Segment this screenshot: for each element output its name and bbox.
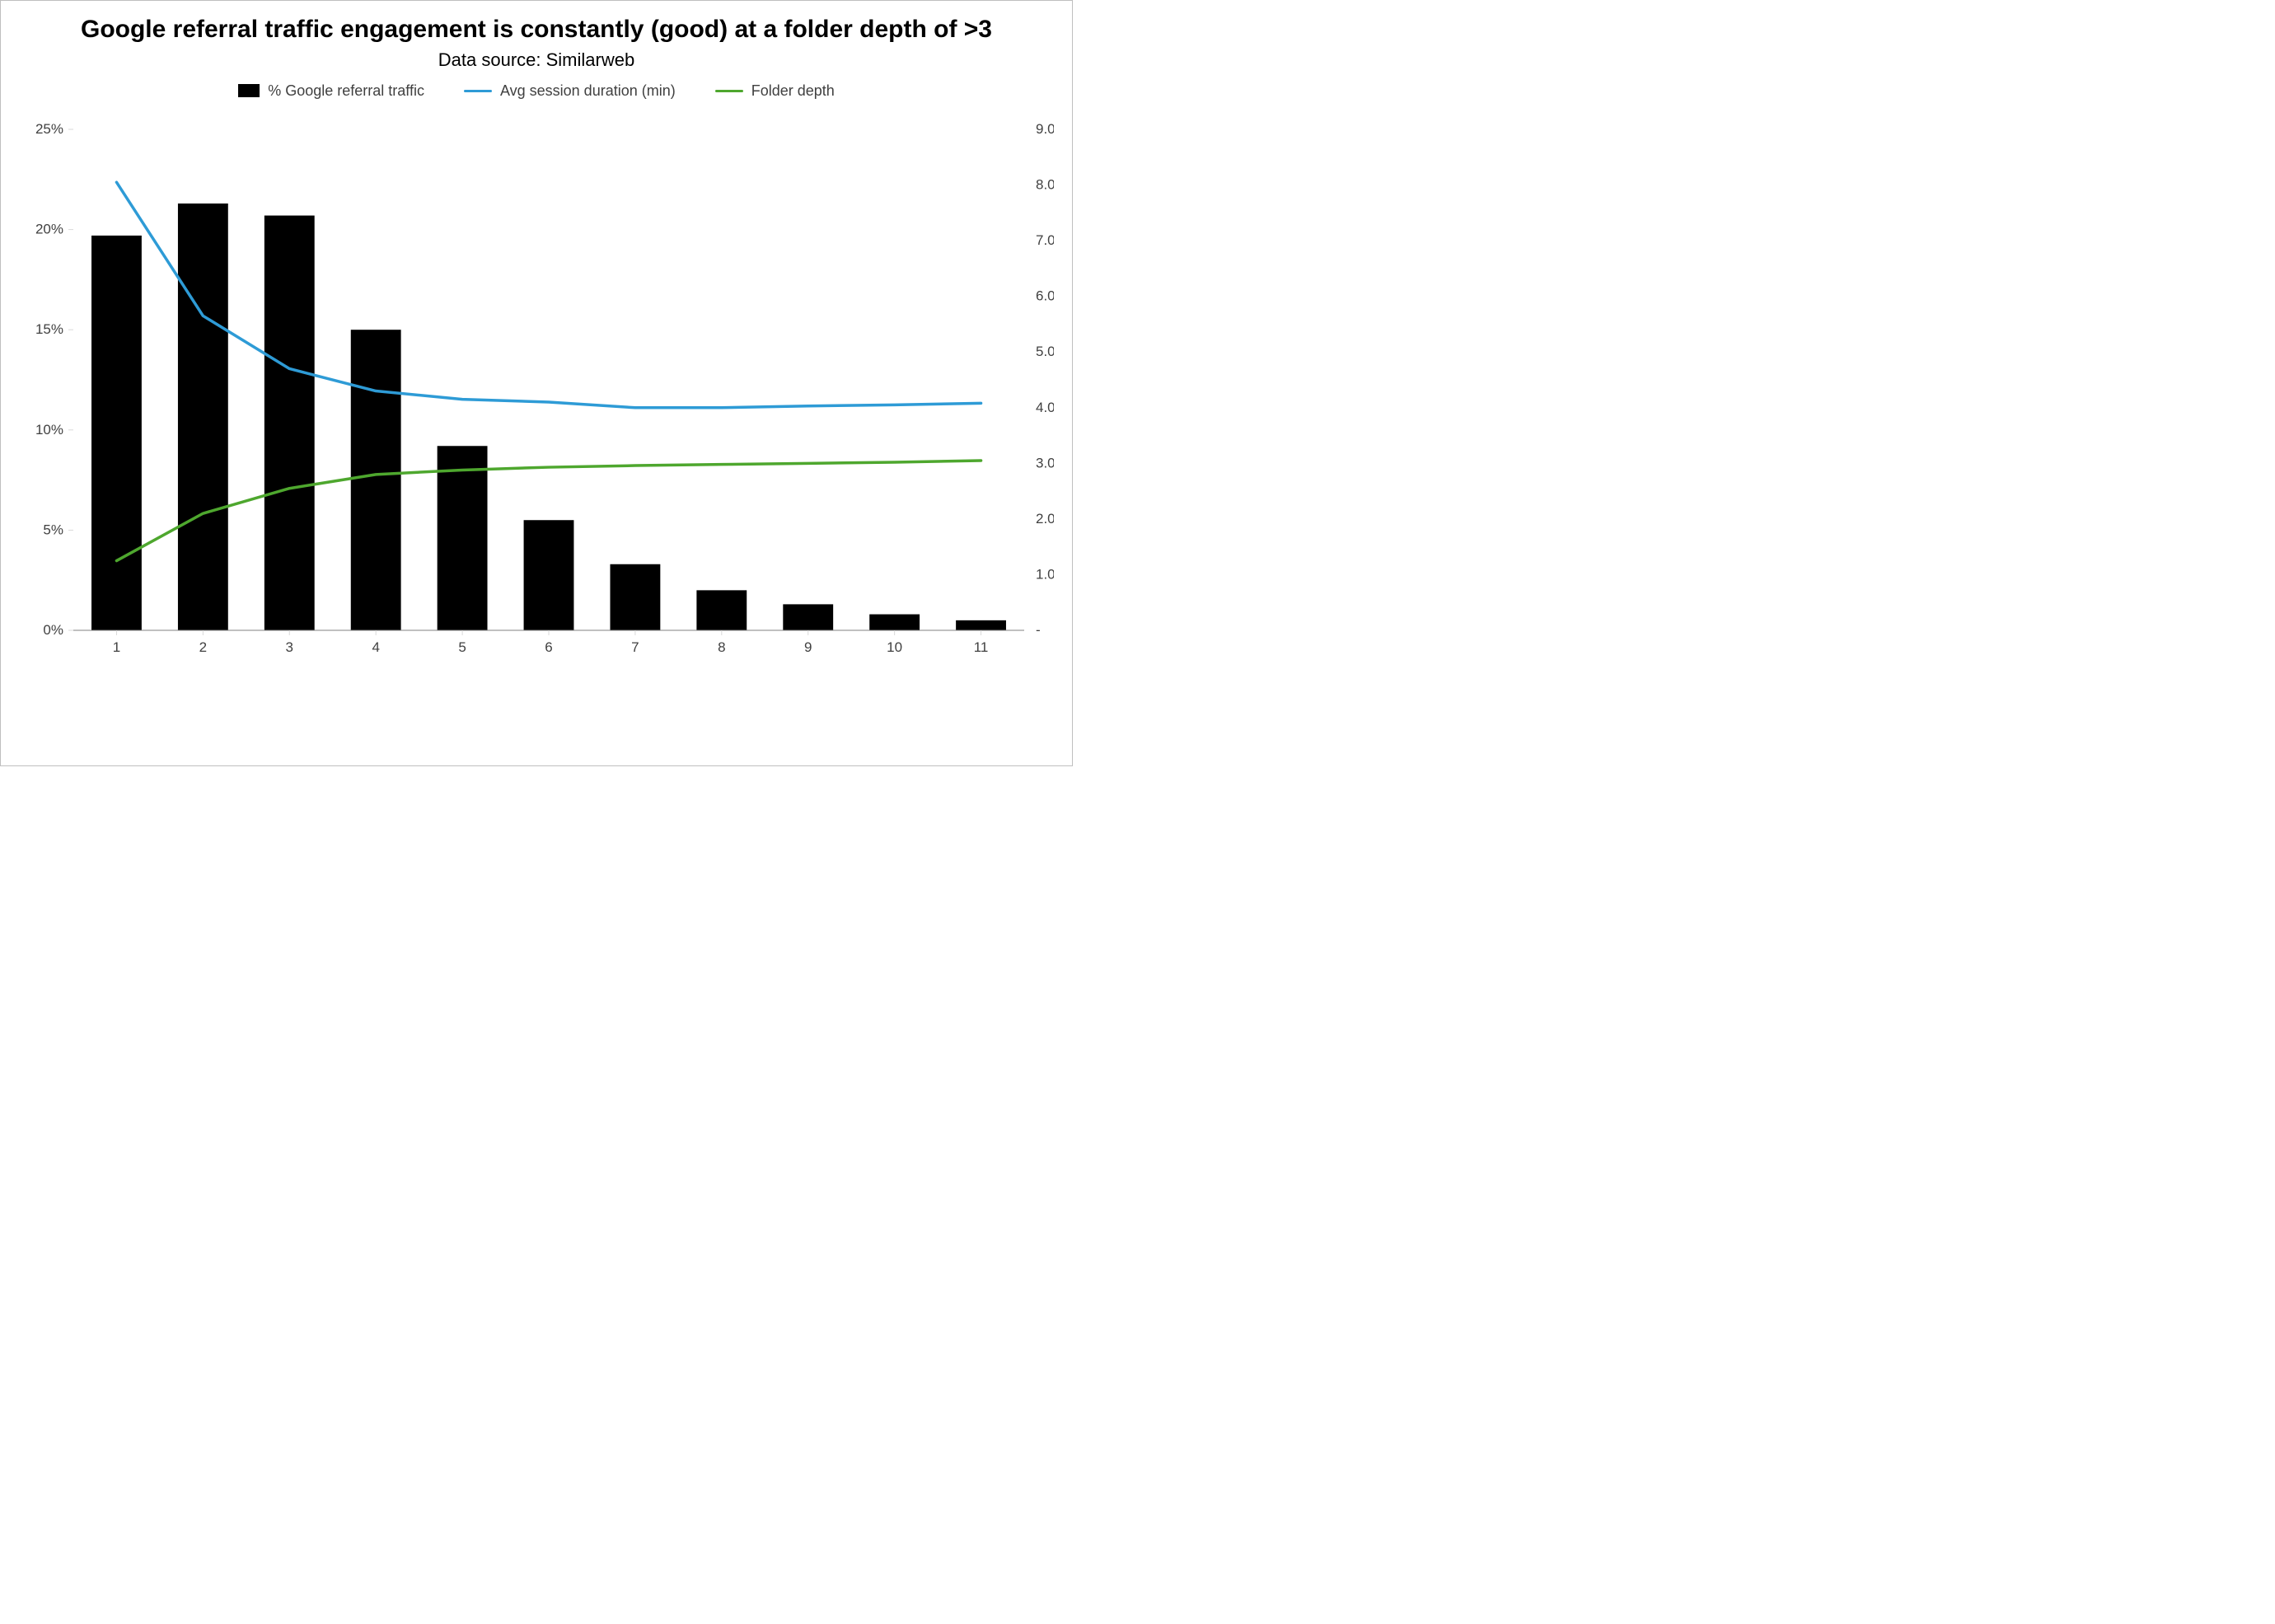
bar — [524, 520, 574, 630]
chart-legend: % Google referral traffic Avg session du… — [21, 82, 1052, 100]
legend-item-session: Avg session duration (min) — [464, 82, 676, 100]
bar — [178, 203, 228, 629]
svg-text:20%: 20% — [35, 221, 63, 236]
chart-frame: Google referral traffic engagement is co… — [0, 0, 1073, 766]
svg-text:7.0: 7.0 — [1036, 232, 1054, 248]
bar — [438, 446, 488, 630]
svg-text:3: 3 — [286, 639, 293, 655]
bar — [610, 564, 660, 629]
legend-swatch-line-icon — [715, 90, 743, 92]
legend-swatch-line-icon — [464, 90, 492, 92]
plot-area: 0% 5% 10% 15% 20% 25% - 1.0 2.0 3.0 4.0 5.0 6.0 7.0 8.… — [21, 108, 1052, 672]
svg-text:5.0: 5.0 — [1036, 344, 1054, 359]
chart-subtitle: Data source: Similarweb — [21, 49, 1052, 71]
svg-text:5: 5 — [458, 639, 466, 655]
chart-title: Google referral traffic engagement is co… — [21, 16, 1052, 44]
svg-text:8.0: 8.0 — [1036, 176, 1054, 192]
svg-text:-: - — [1036, 622, 1041, 638]
svg-text:5%: 5% — [43, 522, 63, 537]
bar — [783, 604, 833, 630]
legend-label: Folder depth — [751, 82, 835, 100]
legend-label: % Google referral traffic — [268, 82, 424, 100]
svg-text:4: 4 — [372, 639, 379, 655]
svg-text:8: 8 — [718, 639, 725, 655]
svg-text:10: 10 — [887, 639, 902, 655]
legend-label: Avg session duration (min) — [500, 82, 676, 100]
bar — [956, 620, 1006, 629]
svg-text:2.0: 2.0 — [1036, 510, 1054, 526]
svg-text:7: 7 — [631, 639, 639, 655]
bar — [91, 235, 142, 629]
svg-text:25%: 25% — [35, 121, 63, 137]
bar — [696, 590, 747, 630]
bar — [264, 215, 315, 629]
svg-text:10%: 10% — [35, 421, 63, 437]
svg-text:15%: 15% — [35, 321, 63, 337]
legend-item-depth: Folder depth — [715, 82, 835, 100]
chart-svg: 0% 5% 10% 15% 20% 25% - 1.0 2.0 3.0 4.0 5.0 6.0 7.0 8.… — [21, 108, 1054, 668]
svg-text:1.0: 1.0 — [1036, 566, 1054, 582]
bar — [869, 614, 920, 629]
svg-text:9: 9 — [804, 639, 812, 655]
bar — [351, 330, 401, 630]
svg-text:3.0: 3.0 — [1036, 455, 1054, 470]
svg-text:6: 6 — [545, 639, 552, 655]
svg-text:2: 2 — [199, 639, 207, 655]
svg-text:6.0: 6.0 — [1036, 288, 1054, 303]
svg-text:11: 11 — [974, 639, 989, 655]
legend-item-bars: % Google referral traffic — [238, 82, 424, 100]
series-line — [116, 182, 981, 408]
svg-text:4.0: 4.0 — [1036, 399, 1054, 414]
legend-swatch-bar-icon — [238, 84, 260, 97]
svg-text:1: 1 — [113, 639, 120, 655]
svg-text:0%: 0% — [43, 622, 63, 638]
svg-text:9.0: 9.0 — [1036, 121, 1054, 137]
